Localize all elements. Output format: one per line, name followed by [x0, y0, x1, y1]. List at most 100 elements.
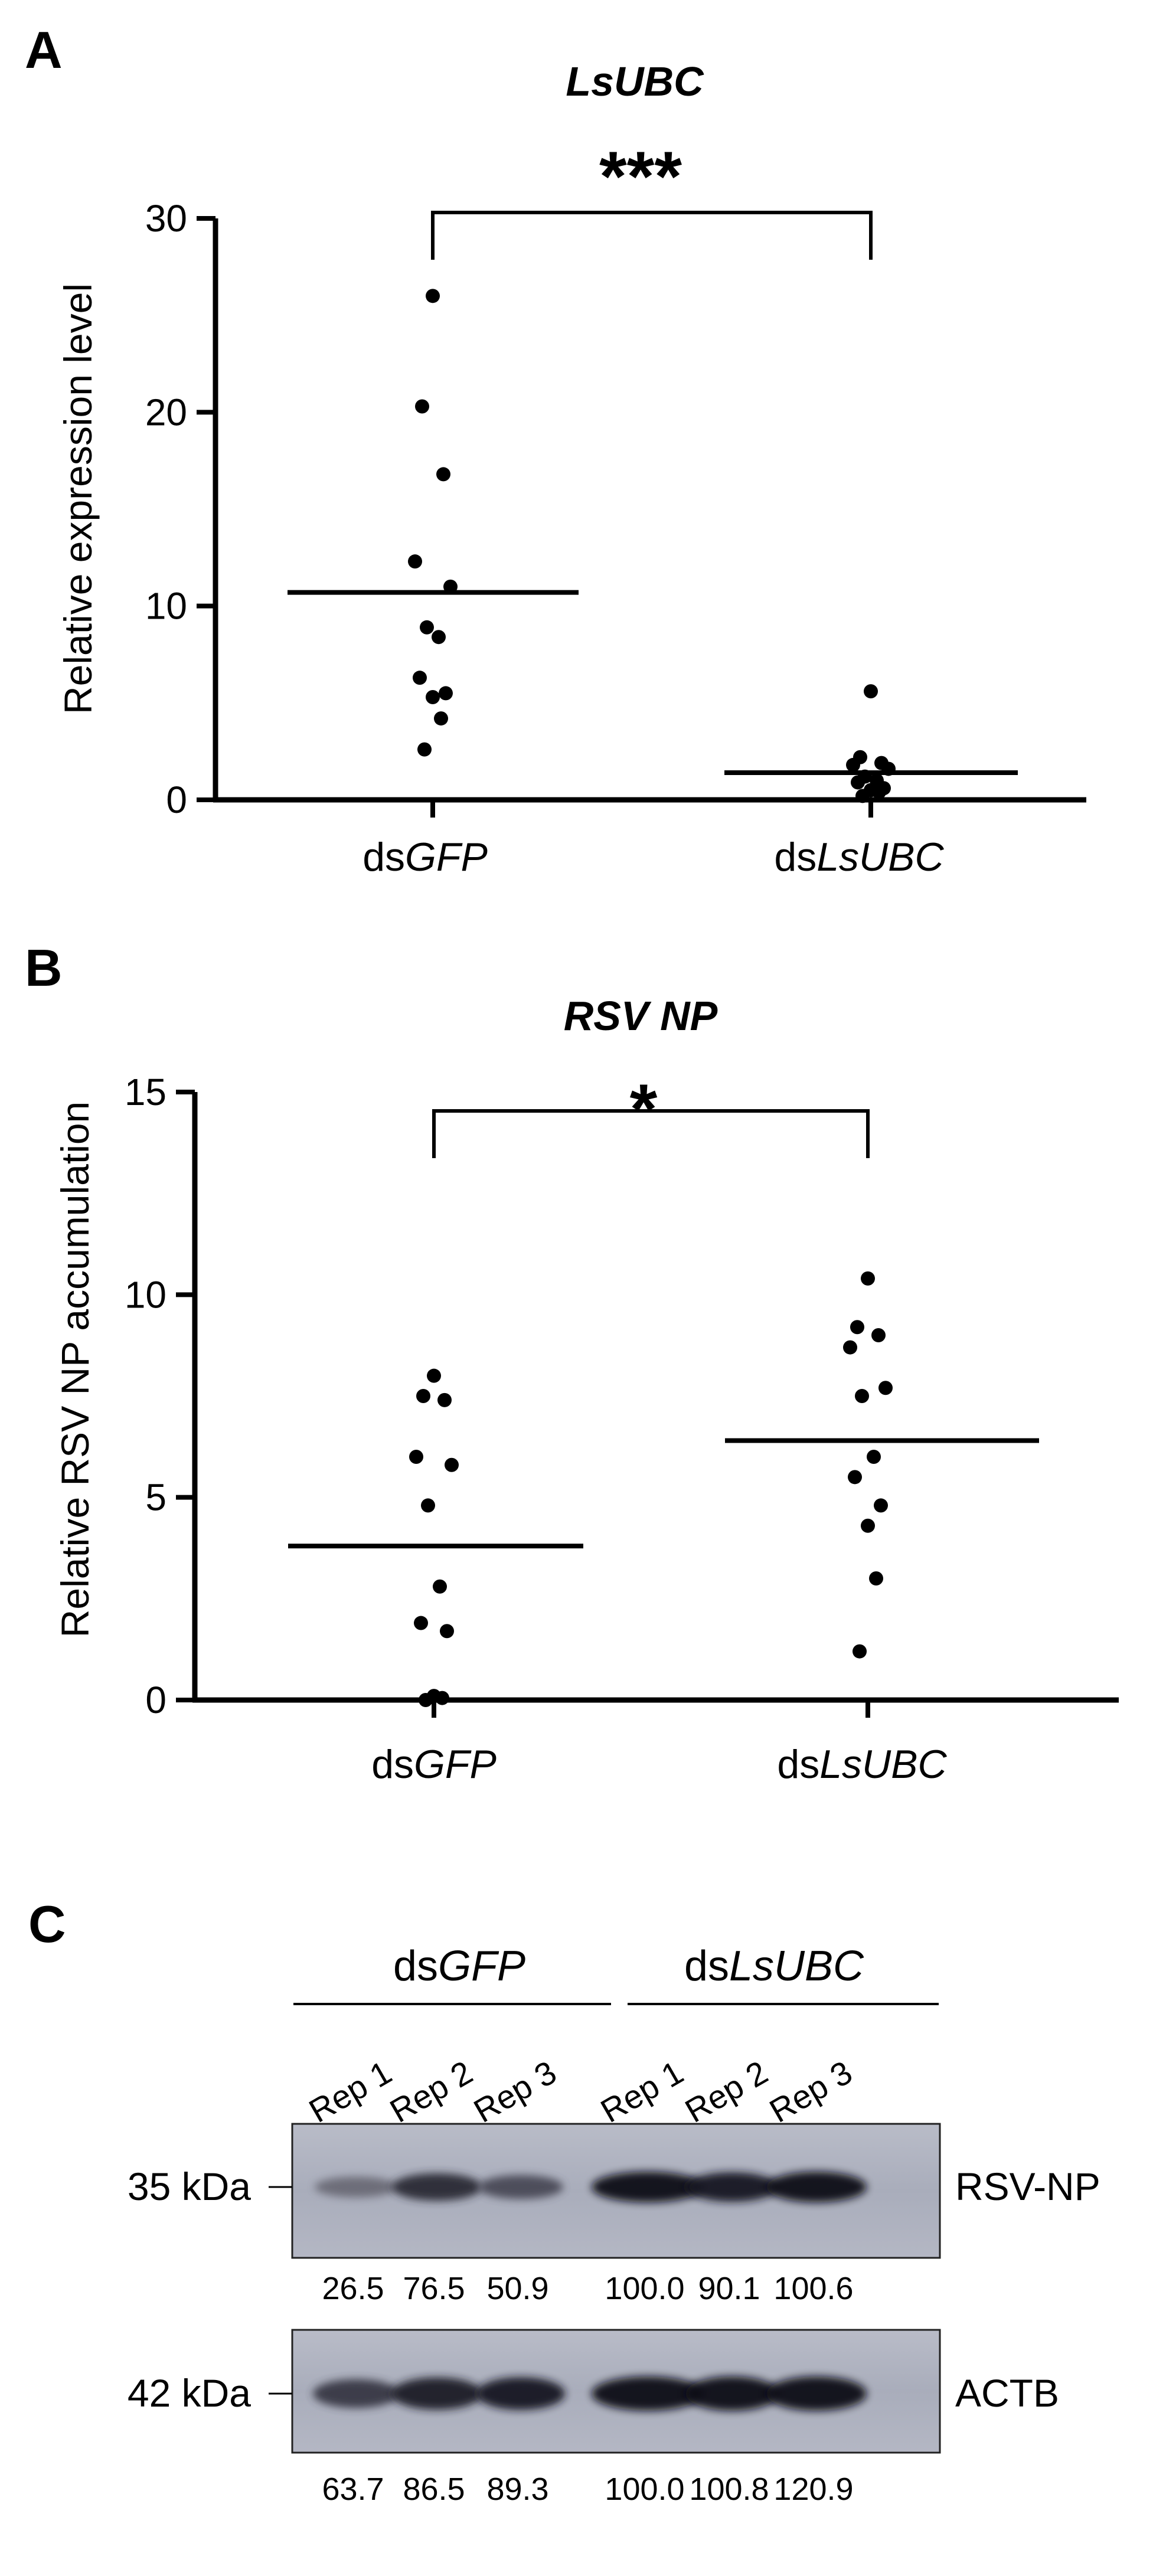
lane-label: Rep 2 — [679, 2053, 774, 2129]
y-axis-label-a: Relative expression level — [56, 283, 100, 714]
data-point — [850, 1320, 864, 1335]
data-point — [871, 1328, 886, 1342]
group-label-lsubc: dsLsUBC — [684, 1943, 864, 1990]
data-point — [419, 1693, 433, 1707]
band-quantification: 50.9 — [486, 2271, 548, 2306]
band-quantification: 26.5 — [322, 2271, 384, 2306]
blot-rows: 35 kDa RSV-NP 26.5 76.5 50.9 100.0 90.1 100.6 42… — [128, 2123, 1100, 2507]
lane-label: Rep 2 — [384, 2053, 479, 2129]
band-name-rsv-np: RSV-NP — [955, 2165, 1100, 2208]
panel-letter-b: B — [25, 939, 63, 997]
data-point — [439, 686, 453, 701]
band-quantification: 76.5 — [403, 2271, 465, 2306]
panel-a: A LsUBC Relative expression level 0 10 20 3… — [25, 21, 1086, 880]
band-name-actb: ACTB — [955, 2371, 1059, 2415]
data-points-b — [409, 1271, 893, 1707]
data-point — [846, 757, 860, 772]
blot-band — [685, 2376, 779, 2411]
band-quantification: 100.6 — [773, 2271, 853, 2306]
data-point — [421, 1498, 435, 1513]
data-point — [426, 289, 440, 303]
band-quantification: 89.3 — [486, 2472, 548, 2507]
mean-lines-b — [288, 1438, 1039, 1549]
bracket-path-a — [431, 211, 873, 260]
band-quantification: 63.7 — [322, 2472, 384, 2507]
size-marker-label: 42 kDa — [128, 2371, 251, 2415]
data-point — [420, 620, 434, 635]
data-point — [872, 784, 886, 799]
blot-band — [392, 2173, 482, 2201]
data-point — [861, 1518, 875, 1533]
y-tick-label-b: 10 — [125, 1273, 166, 1316]
data-point — [869, 1571, 883, 1586]
category-label-a-2: dsLsUBC — [774, 835, 944, 880]
blot-row-rsv-np: 35 kDa RSV-NP 26.5 76.5 50.9 100.0 90.1 100.6 — [128, 2123, 1100, 2306]
data-point — [434, 711, 448, 726]
data-point — [853, 1644, 867, 1659]
data-point — [413, 671, 427, 685]
blot-band — [313, 2379, 399, 2408]
lane-label: Rep 1 — [303, 2053, 398, 2129]
data-point — [874, 1498, 888, 1513]
axes-a: 0 10 20 30 — [145, 197, 1086, 821]
data-point — [409, 1450, 423, 1464]
band-quantification: 120.9 — [773, 2472, 853, 2507]
blot-band — [478, 2175, 563, 2199]
category-label-b-2: dsLsUBC — [777, 1742, 947, 1787]
lane-label: Rep 3 — [468, 2053, 563, 2129]
data-point — [408, 554, 422, 569]
band-quantification: 100.0 — [605, 2271, 684, 2306]
blot-band — [592, 2376, 704, 2411]
blot-band — [766, 2172, 867, 2202]
data-point — [432, 630, 446, 645]
data-point — [435, 1691, 449, 1705]
blot-band — [685, 2172, 779, 2202]
data-point — [427, 1368, 441, 1383]
category-label-a-1: dsGFP — [362, 835, 488, 880]
chart-title-b: RSV NP — [564, 993, 718, 1039]
data-points-a — [408, 289, 896, 803]
band-quantification: 86.5 — [403, 2472, 465, 2507]
blot-band — [592, 2172, 704, 2202]
mean-lines-a — [288, 590, 1018, 776]
data-point — [851, 775, 865, 790]
y-tick-label-a: 30 — [145, 197, 187, 240]
blot-band — [766, 2376, 867, 2411]
data-point — [426, 689, 440, 704]
data-point — [417, 742, 432, 757]
panel-b: B RSV NP Relative RSV NP accumulation 0 5… — [25, 939, 1119, 1787]
y-tick-label-b: 0 — [145, 1679, 166, 1721]
data-point — [861, 1271, 875, 1286]
group-label-gfp: dsGFP — [393, 1943, 525, 1990]
bracket-path-b — [432, 1109, 870, 1158]
data-point — [437, 1392, 452, 1407]
data-point — [848, 1470, 862, 1485]
data-point — [867, 1450, 881, 1464]
y-axis-label-b: Relative RSV NP accumulation — [53, 1101, 97, 1638]
y-tick-label-b: 5 — [145, 1476, 166, 1519]
y-tick-label-a: 0 — [166, 779, 187, 821]
significance-marker-a: *** — [599, 137, 682, 216]
data-point — [864, 684, 878, 699]
data-point — [415, 399, 429, 414]
band-quantification: 100.8 — [689, 2472, 769, 2507]
lane-label: Rep 3 — [763, 2053, 858, 2129]
data-point — [855, 1389, 869, 1403]
y-tick-label-a: 10 — [145, 585, 187, 627]
blot-band — [476, 2377, 566, 2410]
data-point — [445, 1457, 459, 1472]
significance-bracket-b — [432, 1109, 870, 1158]
data-point — [855, 789, 870, 803]
chart-title-a: LsUBC — [566, 58, 704, 104]
data-point — [843, 1340, 857, 1355]
size-marker-label: 35 kDa — [128, 2165, 251, 2208]
lane-label: Rep 1 — [595, 2053, 690, 2129]
panel-letter-a: A — [25, 21, 63, 79]
data-point — [440, 1624, 454, 1639]
band-quantification: 100.0 — [605, 2472, 684, 2507]
blot-band — [391, 2377, 482, 2410]
y-tick-label-b: 15 — [125, 1071, 166, 1113]
